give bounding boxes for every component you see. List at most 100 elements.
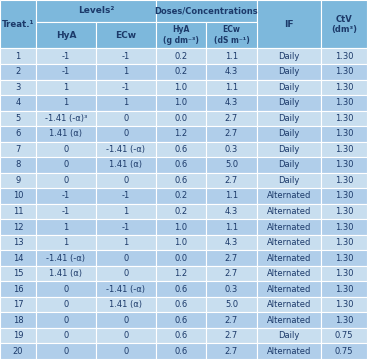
Bar — [0, 48, 36, 64]
Text: 1.30: 1.30 — [335, 145, 353, 154]
Text: Doses/Concentrations: Doses/Concentrations — [155, 6, 258, 15]
Bar — [257, 188, 321, 204]
Bar — [206, 173, 257, 188]
Bar — [96, 95, 156, 111]
Bar — [321, 266, 367, 281]
Bar — [96, 297, 156, 312]
Text: 0.6: 0.6 — [174, 285, 188, 294]
Bar — [96, 173, 156, 188]
Text: 0.6: 0.6 — [174, 347, 188, 356]
Text: 0: 0 — [123, 316, 128, 325]
Bar — [206, 126, 257, 141]
Bar — [36, 95, 96, 111]
Bar — [36, 80, 96, 95]
Bar — [206, 204, 257, 219]
Text: HyA
(g dm⁻³): HyA (g dm⁻³) — [163, 25, 199, 45]
Bar — [321, 0, 367, 48]
Text: Alternated: Alternated — [267, 347, 311, 356]
Text: 1.30: 1.30 — [335, 207, 353, 216]
Bar — [321, 297, 367, 312]
Text: 1.41 (α): 1.41 (α) — [50, 129, 83, 138]
Bar — [257, 126, 321, 141]
Bar — [156, 297, 206, 312]
Bar — [36, 64, 96, 80]
Bar — [156, 126, 206, 141]
Bar — [156, 312, 206, 328]
Text: 1.30: 1.30 — [335, 191, 353, 200]
Bar — [96, 111, 156, 126]
Bar — [321, 48, 367, 64]
Bar — [206, 250, 257, 266]
Bar — [156, 80, 206, 95]
Bar — [156, 188, 206, 204]
Bar — [206, 111, 257, 126]
Bar — [206, 297, 257, 312]
Text: -1.41 (-α): -1.41 (-α) — [47, 253, 86, 262]
Bar — [257, 281, 321, 297]
Text: 0: 0 — [63, 176, 69, 185]
Text: 0.2: 0.2 — [175, 67, 188, 76]
Text: 1: 1 — [63, 83, 69, 92]
Text: 2.7: 2.7 — [225, 331, 238, 340]
Text: -1: -1 — [122, 52, 130, 61]
Text: Alternated: Alternated — [267, 285, 311, 294]
Text: Daily: Daily — [278, 114, 300, 123]
Text: 5.0: 5.0 — [225, 300, 238, 309]
Text: 16: 16 — [13, 285, 23, 294]
Text: 0: 0 — [123, 114, 128, 123]
Text: 1.30: 1.30 — [335, 52, 353, 61]
Text: 1.0: 1.0 — [175, 83, 188, 92]
Text: 7: 7 — [15, 145, 21, 154]
Bar — [206, 281, 257, 297]
Text: Daily: Daily — [278, 331, 300, 340]
Bar — [0, 344, 36, 359]
Text: 0: 0 — [63, 331, 69, 340]
Bar — [0, 126, 36, 141]
Bar — [156, 266, 206, 281]
Text: 18: 18 — [13, 316, 23, 325]
Bar — [206, 188, 257, 204]
Bar — [257, 250, 321, 266]
Text: 1.0: 1.0 — [175, 238, 188, 247]
Text: 1: 1 — [63, 238, 69, 247]
Bar — [0, 111, 36, 126]
Bar — [321, 188, 367, 204]
Text: 2.7: 2.7 — [225, 253, 238, 262]
Text: IF: IF — [284, 20, 294, 29]
Bar — [321, 141, 367, 157]
Bar — [36, 188, 96, 204]
Bar — [36, 297, 96, 312]
Text: 0: 0 — [123, 347, 128, 356]
Text: ECw
(dS m⁻¹): ECw (dS m⁻¹) — [214, 25, 249, 45]
Bar — [0, 173, 36, 188]
Text: -1: -1 — [62, 52, 70, 61]
Bar — [257, 219, 321, 235]
Bar — [206, 22, 257, 48]
Text: Daily: Daily — [278, 176, 300, 185]
Bar — [156, 141, 206, 157]
Text: 1.30: 1.30 — [335, 269, 353, 278]
Text: 0.0: 0.0 — [175, 114, 188, 123]
Bar — [156, 235, 206, 250]
Text: 0.0: 0.0 — [175, 253, 188, 262]
Text: 1.30: 1.30 — [335, 98, 353, 107]
Text: 8: 8 — [15, 160, 21, 169]
Bar — [36, 111, 96, 126]
Text: 0.75: 0.75 — [335, 331, 353, 340]
Text: -1.41 (-α): -1.41 (-α) — [106, 145, 145, 154]
Bar — [0, 266, 36, 281]
Bar — [257, 80, 321, 95]
Bar — [321, 64, 367, 80]
Bar — [96, 344, 156, 359]
Text: 0: 0 — [63, 285, 69, 294]
Bar — [257, 328, 321, 344]
Bar — [96, 157, 156, 173]
Text: 5.0: 5.0 — [225, 160, 238, 169]
Bar — [321, 157, 367, 173]
Text: 1.30: 1.30 — [335, 160, 353, 169]
Text: 1.30: 1.30 — [335, 176, 353, 185]
Bar — [257, 64, 321, 80]
Bar — [156, 22, 206, 48]
Bar — [321, 80, 367, 95]
Bar — [36, 141, 96, 157]
